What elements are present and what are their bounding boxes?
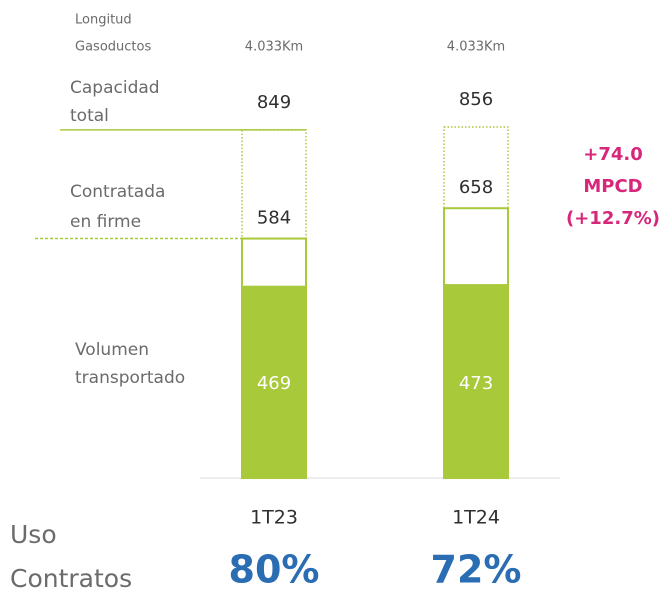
usage-value: 80%: [229, 548, 320, 590]
category-label: 1T23: [250, 507, 298, 529]
row-label: Gasoductos: [75, 40, 151, 55]
series-label: transportado: [75, 368, 185, 388]
value-label: 658: [459, 177, 493, 198]
length-value: 4.033Km: [447, 40, 505, 55]
value-label: 473: [459, 373, 493, 394]
annotation: MPCD: [583, 176, 642, 197]
annotation: +74.0: [583, 144, 643, 165]
length-value: 4.033Km: [245, 40, 303, 55]
series-label: total: [70, 106, 109, 126]
row-label: Longitud: [75, 13, 132, 28]
value-label: 856: [459, 89, 493, 110]
value-label: 849: [257, 92, 291, 113]
series-label: Volumen: [75, 340, 149, 360]
bar-filled: [444, 284, 508, 478]
bar-filled: [242, 285, 306, 478]
usage-label: Contratos: [10, 564, 132, 590]
annotation: (+12.7%): [566, 208, 660, 229]
series-label: Capacidad: [70, 78, 160, 98]
value-label: 469: [257, 373, 291, 394]
series-label: en firme: [70, 212, 141, 232]
usage-label: Uso: [10, 520, 57, 549]
value-label: 584: [257, 208, 291, 229]
category-label: 1T24: [452, 507, 500, 529]
series-label: Contratada: [70, 182, 165, 202]
usage-value: 72%: [431, 548, 522, 590]
